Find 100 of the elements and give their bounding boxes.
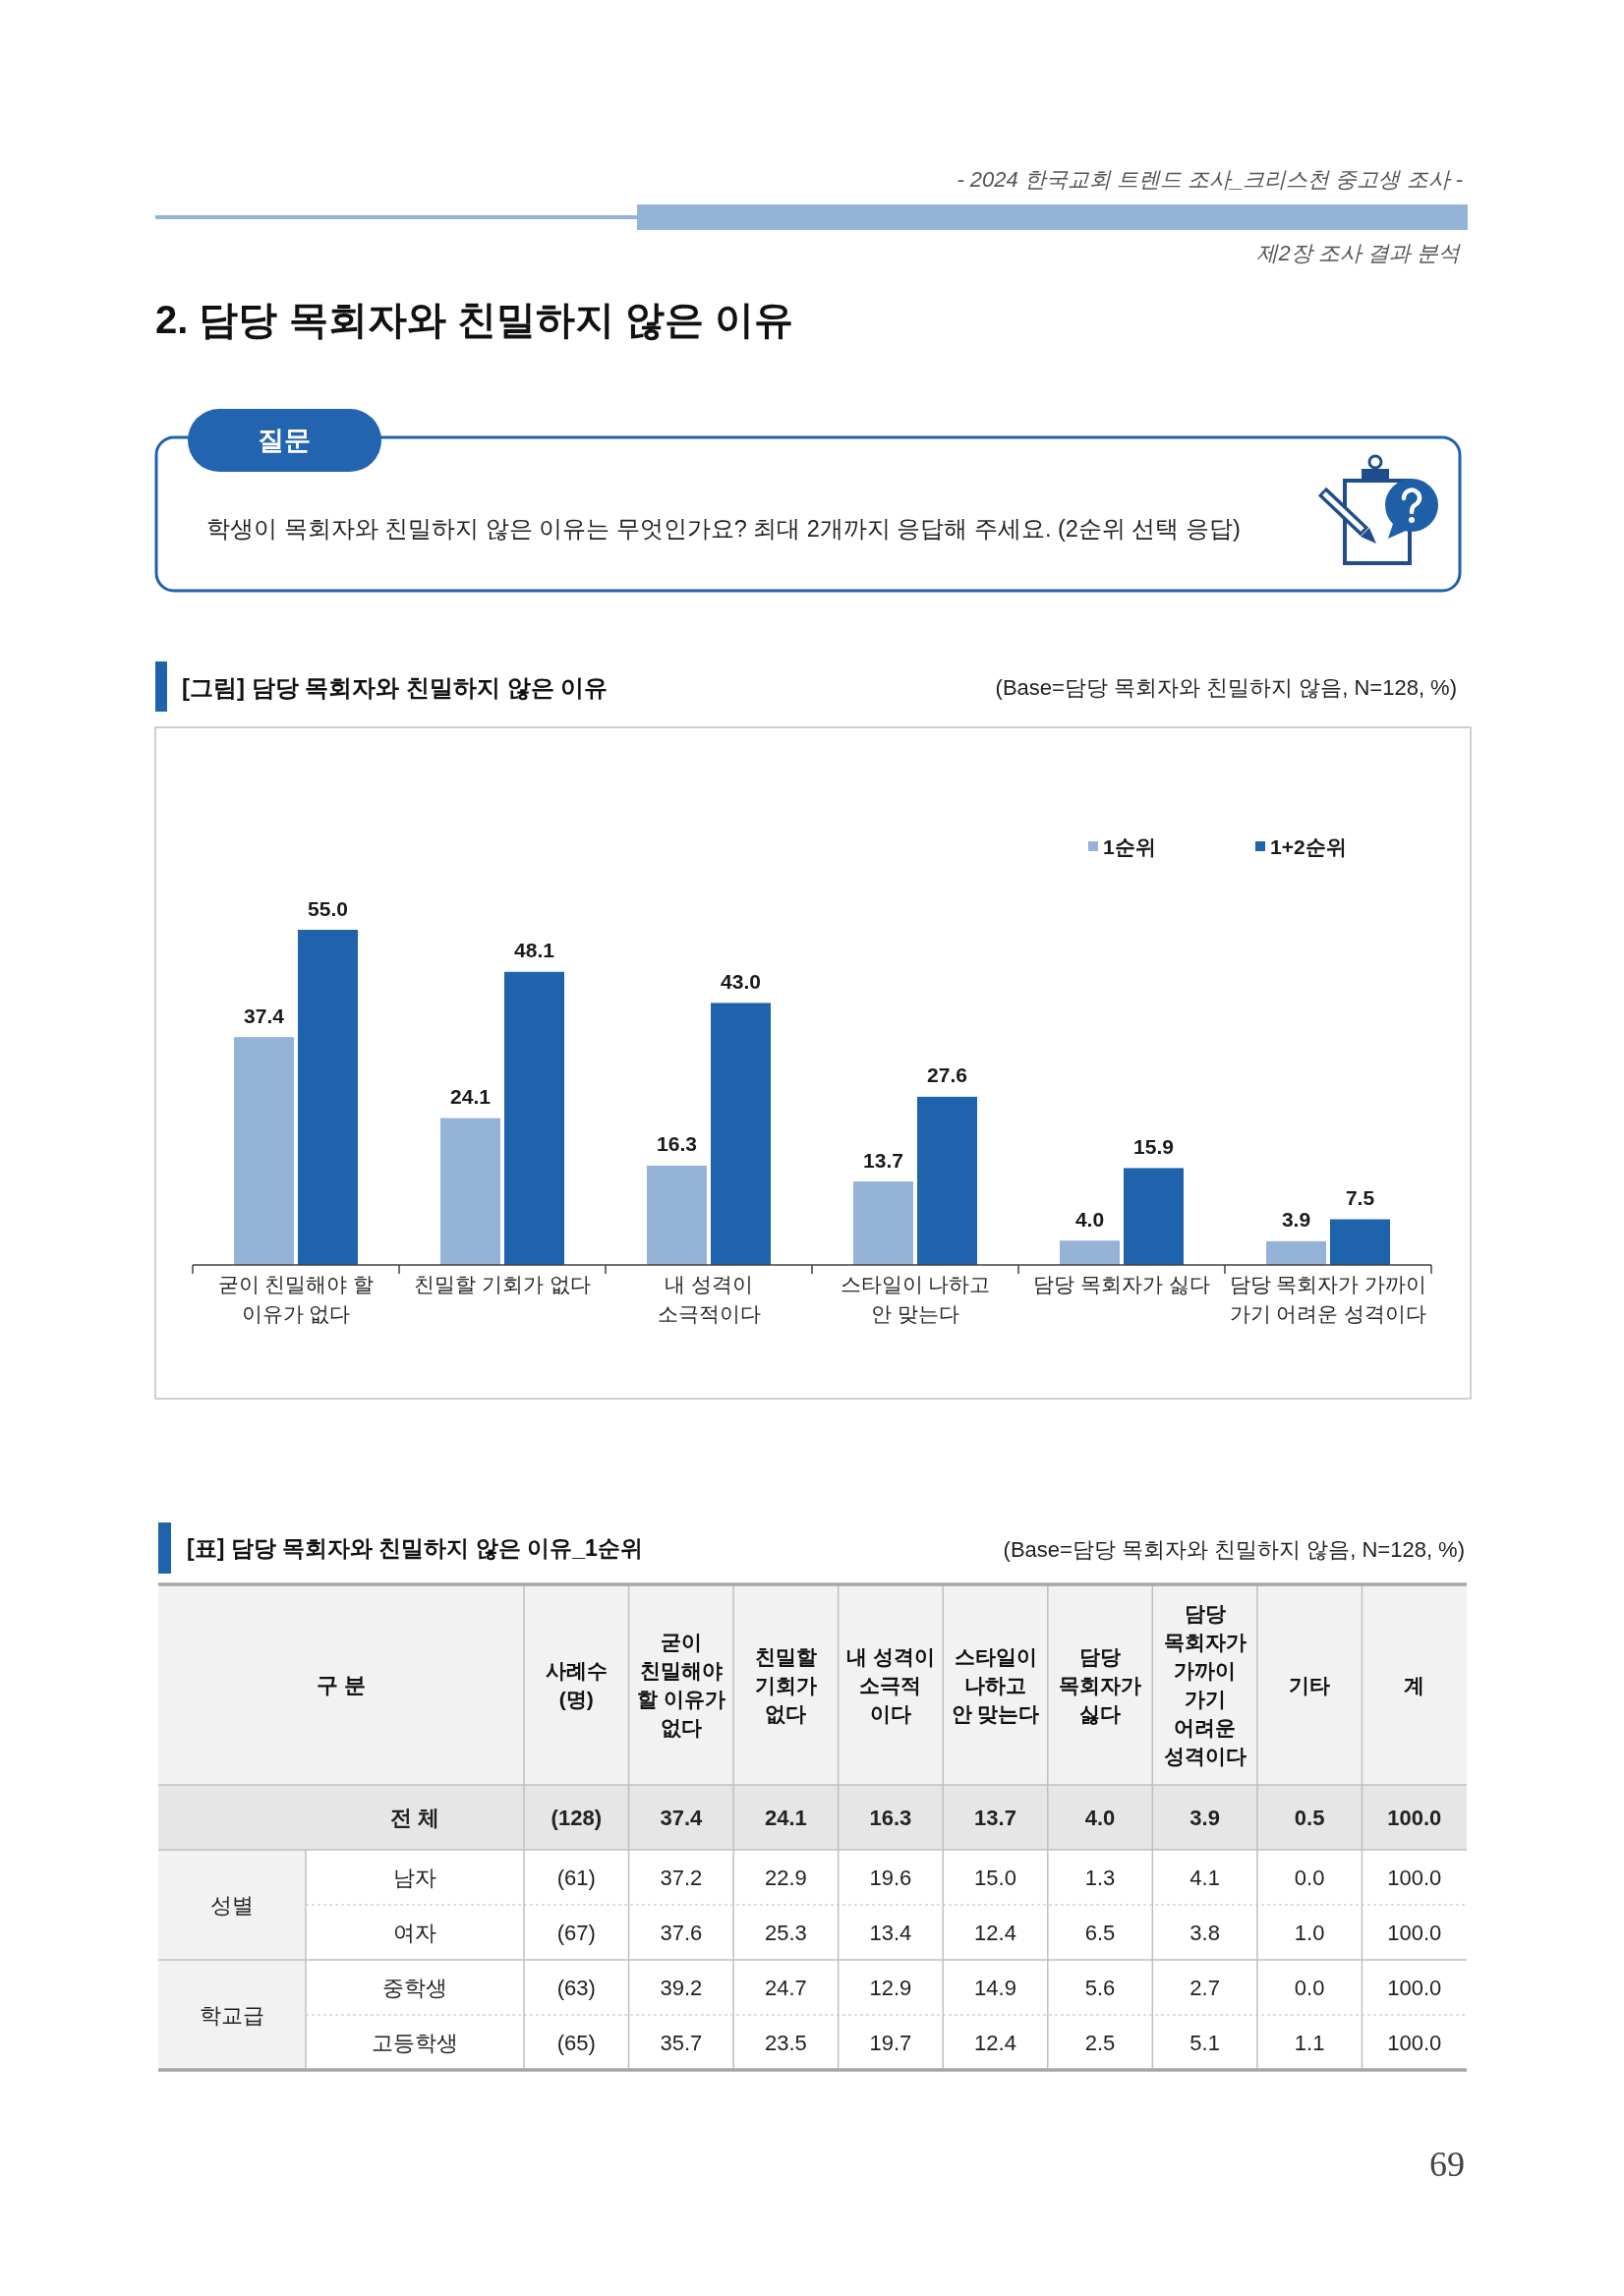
y-tick-label: 남자 xyxy=(393,1865,436,1890)
x-tick-label: 담당 목회자가 가까이 가기 어려운 성격이다 xyxy=(1163,1602,1247,1767)
data-label: 5.6 xyxy=(1084,1975,1116,2000)
x-tick-label: 굳이 친밀해야 할 이유가 없다 xyxy=(636,1631,725,1739)
x-tick-label: 친밀할 기회가 없다 xyxy=(754,1644,817,1725)
x-tick-label: 담당 목회자가 싫다 xyxy=(1033,1272,1210,1295)
bar xyxy=(1266,1240,1326,1265)
text: 질문 xyxy=(258,426,311,455)
data-label: 23.5 xyxy=(764,2030,807,2055)
data-label: 43.0 xyxy=(721,969,761,993)
data-label: 2.5 xyxy=(1084,2030,1116,2055)
data-label: 14.9 xyxy=(974,1975,1016,2000)
data-label: 100.0 xyxy=(1387,1920,1442,1945)
text: 학교급 xyxy=(200,2002,264,2028)
data-label: (65) xyxy=(556,2030,596,2055)
bar xyxy=(711,1003,771,1265)
x-tick-label: 스타일이 나하고 안 맞는다 xyxy=(840,1272,991,1325)
y-tick-label: 중학생 xyxy=(382,1975,447,2000)
x-tick-label: 굳이 친밀해야 할 이유가 없다 xyxy=(217,1272,375,1325)
y-tick-label: 전 체 xyxy=(389,1805,440,1830)
data-label: 2.7 xyxy=(1189,1975,1220,2000)
y-tick-label: 고등학생 xyxy=(372,2030,458,2055)
bar xyxy=(504,971,564,1265)
data-label: 19.6 xyxy=(869,1865,912,1890)
legend-label: 1+2순위 xyxy=(1270,834,1347,858)
bar xyxy=(647,1165,707,1265)
data-label: 0.0 xyxy=(1294,1975,1325,2000)
text: 학생이 목회자와 친밀하지 않은 이유는 무엇인가요? 최대 2개까지 응답해 주세요. (2순위 선택 응답) xyxy=(206,516,1241,542)
bar xyxy=(917,1096,977,1265)
data-label: 37.4 xyxy=(660,1805,703,1830)
data-label: 39.2 xyxy=(660,1975,703,2000)
bar xyxy=(1330,1219,1390,1265)
bar xyxy=(1124,1168,1184,1265)
data-label: 55.0 xyxy=(308,896,348,920)
data-label: 27.6 xyxy=(927,1063,967,1087)
x-tick-label: 담당 목회자가 싫다 xyxy=(1059,1644,1142,1725)
chart-subtitle: (Base=담당 목회자와 친밀하지 않음, N=128, %) xyxy=(995,674,1457,700)
x-tick-label: 친밀할 기회가 없다 xyxy=(414,1272,591,1295)
data-label: 0.5 xyxy=(1294,1805,1325,1830)
data-label: 12.9 xyxy=(869,1975,912,2000)
data-label: 6.5 xyxy=(1084,1920,1116,1945)
data-label: (67) xyxy=(556,1920,596,1945)
data-label: 24.7 xyxy=(764,1975,807,2000)
x-tick-label: 사례수 (명) xyxy=(545,1659,608,1710)
data-label: 7.5 xyxy=(1345,1186,1375,1209)
data-label: 25.3 xyxy=(764,1920,807,1945)
data-label: 48.1 xyxy=(514,939,555,962)
bar xyxy=(1060,1240,1120,1265)
x-tick-label: 계 xyxy=(1404,1673,1425,1696)
data-label: 3.9 xyxy=(1189,1805,1220,1830)
bar xyxy=(853,1181,913,1265)
data-label: 1.1 xyxy=(1294,2030,1325,2055)
y-axis-title: 구 분 xyxy=(316,1672,367,1697)
data-label: 5.1 xyxy=(1189,2030,1220,2055)
data-label: 4.1 xyxy=(1189,1865,1220,1890)
data-label: 100.0 xyxy=(1387,1805,1442,1830)
x-tick-label: 담당 목회자가 가까이 가기 어려운 성격이다 xyxy=(1229,1272,1427,1325)
x-tick-label: 기타 xyxy=(1289,1673,1331,1696)
data-label: 16.3 xyxy=(657,1132,697,1156)
text: 69 xyxy=(1429,2145,1465,2184)
chart-title: [그림] 담당 목회자와 친밀하지 않은 이유 xyxy=(182,673,609,701)
x-tick-label: 내 성격이 소극적이다 xyxy=(657,1272,761,1325)
bar xyxy=(234,1037,294,1265)
data-label: 0.0 xyxy=(1294,1865,1325,1890)
legend-label: 1순위 xyxy=(1103,834,1156,858)
text: 성별 xyxy=(210,1892,254,1918)
data-label: 24.1 xyxy=(764,1805,807,1830)
data-label: 12.4 xyxy=(974,2030,1016,2055)
text: 제2장 조사 결과 분석 xyxy=(1256,240,1461,265)
chart-title: [표] 담당 목회자와 친밀하지 않은 이유_1순위 xyxy=(187,1535,643,1561)
data-label: 37.2 xyxy=(660,1865,703,1890)
chart-subtitle: (Base=담당 목회자와 친밀하지 않음, N=128, %) xyxy=(1003,1536,1465,1562)
data-label: 3.9 xyxy=(1281,1208,1311,1232)
data-label: 12.4 xyxy=(974,1920,1016,1945)
data-label: 24.1 xyxy=(450,1085,492,1109)
data-label: 22.9 xyxy=(764,1865,807,1890)
data-label: 13.4 xyxy=(869,1920,912,1945)
data-label: 37.6 xyxy=(660,1920,703,1945)
data-label: 3.8 xyxy=(1189,1920,1220,1945)
data-label: 15.0 xyxy=(974,1865,1016,1890)
data-label: 4.0 xyxy=(1084,1805,1116,1830)
data-label: 15.9 xyxy=(1133,1134,1174,1158)
x-tick-label: 내 성격이 소극적 이다 xyxy=(846,1644,935,1725)
data-label: 4.0 xyxy=(1074,1207,1105,1231)
bar xyxy=(298,930,358,1265)
data-label: 35.7 xyxy=(660,2030,703,2055)
data-label: 100.0 xyxy=(1387,1975,1442,2000)
data-label: 13.7 xyxy=(863,1148,903,1172)
data-label: 16.3 xyxy=(869,1805,912,1830)
bar xyxy=(440,1118,500,1265)
data-label: 1.0 xyxy=(1294,1920,1325,1945)
data-label: 100.0 xyxy=(1387,2030,1442,2055)
data-label: 100.0 xyxy=(1387,1865,1442,1890)
text: - 2024 한국교회 트렌드 조사_크리스천 중고생 조사 - xyxy=(957,166,1463,192)
data-label: (128) xyxy=(551,1805,602,1830)
y-tick-label: 여자 xyxy=(393,1920,436,1945)
text: 2. 담당 목회자와 친밀하지 않은 이유 xyxy=(155,298,793,341)
data-label: 13.7 xyxy=(974,1805,1016,1830)
data-label: (63) xyxy=(556,1975,596,2000)
data-label: 19.7 xyxy=(869,2030,912,2055)
